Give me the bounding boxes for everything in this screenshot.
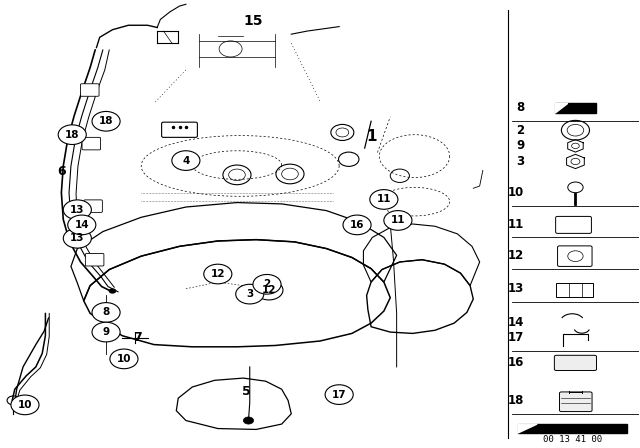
Text: 7: 7 xyxy=(134,332,142,345)
Polygon shape xyxy=(555,103,596,113)
Text: 16: 16 xyxy=(350,220,364,230)
FancyBboxPatch shape xyxy=(557,246,592,267)
Text: 4: 4 xyxy=(182,155,189,166)
Text: 10: 10 xyxy=(116,354,131,364)
Circle shape xyxy=(253,275,281,294)
FancyBboxPatch shape xyxy=(556,284,593,297)
FancyBboxPatch shape xyxy=(84,200,102,212)
Text: 6: 6 xyxy=(57,165,66,178)
Text: 1: 1 xyxy=(366,129,376,144)
Text: 15: 15 xyxy=(243,14,262,28)
Circle shape xyxy=(92,322,120,342)
Text: 10: 10 xyxy=(18,400,32,410)
FancyBboxPatch shape xyxy=(559,392,592,412)
Text: 12: 12 xyxy=(262,285,276,295)
Text: 00 13 41 00: 00 13 41 00 xyxy=(543,435,602,444)
Circle shape xyxy=(110,349,138,369)
Text: 16: 16 xyxy=(508,356,524,369)
Circle shape xyxy=(92,112,120,131)
Text: 11: 11 xyxy=(376,194,391,204)
Text: 18: 18 xyxy=(99,116,113,126)
Text: 18: 18 xyxy=(508,394,524,407)
Text: 17: 17 xyxy=(332,390,346,400)
Circle shape xyxy=(370,190,398,209)
FancyBboxPatch shape xyxy=(81,84,99,96)
Text: 5: 5 xyxy=(242,385,251,398)
Text: 14: 14 xyxy=(508,316,524,329)
FancyBboxPatch shape xyxy=(556,216,591,233)
Circle shape xyxy=(325,385,353,405)
Polygon shape xyxy=(568,140,583,152)
Text: 3: 3 xyxy=(246,289,253,299)
Text: 13: 13 xyxy=(70,233,84,243)
Circle shape xyxy=(63,228,92,248)
Text: 18: 18 xyxy=(65,129,79,140)
Circle shape xyxy=(236,284,264,304)
Text: 13: 13 xyxy=(70,205,84,215)
Circle shape xyxy=(204,264,232,284)
Text: 10: 10 xyxy=(508,186,524,199)
Circle shape xyxy=(92,302,120,322)
Circle shape xyxy=(172,151,200,170)
FancyBboxPatch shape xyxy=(554,355,596,370)
Circle shape xyxy=(567,125,584,136)
Polygon shape xyxy=(555,103,568,113)
Text: 13: 13 xyxy=(508,282,524,295)
Circle shape xyxy=(63,200,92,220)
Text: 12: 12 xyxy=(508,249,524,262)
Circle shape xyxy=(68,215,96,235)
Polygon shape xyxy=(518,424,627,433)
Circle shape xyxy=(384,211,412,230)
Text: 2: 2 xyxy=(516,124,524,137)
Text: 9: 9 xyxy=(516,139,524,152)
Text: 12: 12 xyxy=(211,269,225,279)
Text: 8: 8 xyxy=(516,101,524,114)
FancyBboxPatch shape xyxy=(85,254,104,266)
Circle shape xyxy=(255,280,283,300)
Circle shape xyxy=(561,121,589,140)
Circle shape xyxy=(58,125,86,145)
Text: 11: 11 xyxy=(508,217,524,231)
Circle shape xyxy=(568,182,583,193)
Text: 17: 17 xyxy=(508,332,524,345)
Circle shape xyxy=(243,417,253,424)
Circle shape xyxy=(11,395,39,415)
Text: 14: 14 xyxy=(74,220,89,230)
Text: 3: 3 xyxy=(516,155,524,168)
Polygon shape xyxy=(518,424,537,433)
Text: 2: 2 xyxy=(264,279,271,289)
Circle shape xyxy=(109,289,116,294)
FancyBboxPatch shape xyxy=(82,138,100,150)
Circle shape xyxy=(343,215,371,235)
Text: 11: 11 xyxy=(390,215,405,225)
Polygon shape xyxy=(566,154,584,168)
Text: 8: 8 xyxy=(102,307,109,318)
Text: 9: 9 xyxy=(102,327,109,337)
